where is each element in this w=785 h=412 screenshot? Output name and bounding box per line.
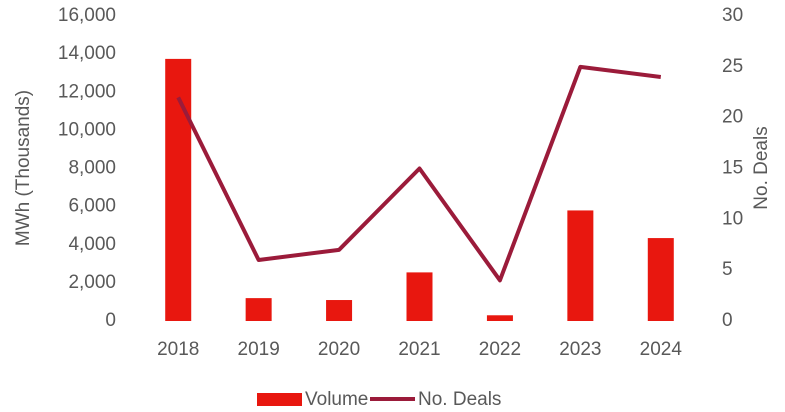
bar [245,298,272,321]
legend-label: Volume [305,389,368,410]
bar [165,58,192,321]
y-tick-label: 6,000 [68,196,116,217]
x-tick-label: 2021 [398,339,440,360]
y-tick-label: 8,000 [68,158,116,179]
x-tick-label: 2022 [479,339,521,360]
y2-tick-label: 10 [722,208,743,229]
y2-tick-label: 25 [722,56,743,77]
y2-tick-label: 30 [722,5,743,26]
x-tick-label: 2024 [640,339,683,360]
y-tick-label: 12,000 [58,81,116,102]
bar [647,238,674,321]
y2-axis-title: No. Deals [751,126,772,209]
y-tick-label: 0 [105,310,116,331]
y-tick-label: 10,000 [58,119,116,140]
y2-tick-label: 5 [722,259,733,280]
y-tick-label: 4,000 [68,234,116,255]
y-tick-label: 14,000 [58,43,116,64]
line [176,64,662,283]
x-tick-label: 2019 [238,339,280,360]
bar [326,300,353,321]
y2-tick-label: 20 [722,107,743,128]
x-tick-label: 2018 [157,339,199,360]
bar [486,315,513,321]
y2-tick-label: 15 [722,158,743,179]
legend-label: No. Deals [418,389,501,410]
bar [567,210,594,321]
legend-swatch [257,393,302,406]
bar [406,272,433,321]
x-tick-label: 2023 [559,339,601,360]
y-tick-label: 2,000 [68,272,116,293]
y-tick-label: 16,000 [58,5,116,26]
y-axis-title: MWh (Thousands) [13,90,34,246]
x-tick-label: 2020 [318,339,360,360]
y2-tick-label: 0 [722,310,733,331]
